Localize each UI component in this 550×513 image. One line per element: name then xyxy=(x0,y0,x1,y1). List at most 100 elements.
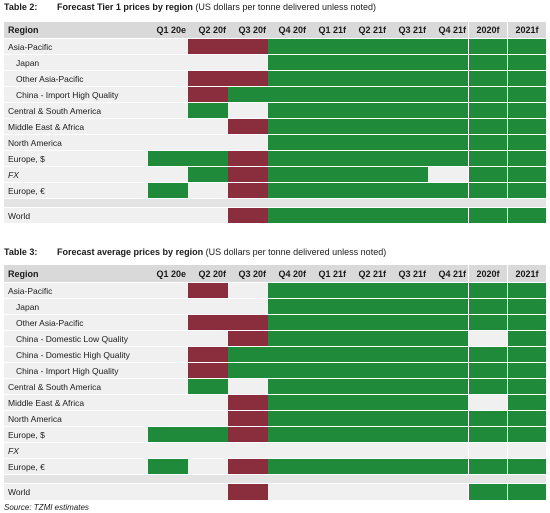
forecast-cell-up xyxy=(428,427,468,442)
column-header: Q1 21f xyxy=(318,25,346,35)
forecast-cell-up xyxy=(348,151,388,166)
forecast-cell-up xyxy=(308,71,348,86)
table-row: North America xyxy=(4,411,546,426)
forecast-cell-up xyxy=(428,103,468,118)
row-spacer xyxy=(4,199,546,207)
row-label: Other Asia-Pacific xyxy=(16,73,84,84)
forecast-cell-blank xyxy=(348,443,388,458)
forecast-cell-up xyxy=(388,71,428,86)
forecast-cell-up xyxy=(388,167,428,182)
forecast-cell-up xyxy=(308,103,348,118)
forecast-cell-up xyxy=(268,315,308,330)
table-title-note: (US dollars per tonne delivered unless n… xyxy=(205,247,387,257)
forecast-cell-up xyxy=(308,119,348,134)
forecast-cell-up xyxy=(468,55,507,70)
forecast-cell-up xyxy=(468,208,507,223)
forecast-cell-up xyxy=(388,347,428,362)
forecast-cell-up xyxy=(348,347,388,362)
forecast-cell-up xyxy=(268,427,308,442)
forecast-cell-blank xyxy=(507,443,546,458)
forecast-cell-blank xyxy=(148,331,188,346)
forecast-cell-up xyxy=(348,135,388,150)
forecast-cell-up xyxy=(348,299,388,314)
forecast-cell-blank xyxy=(348,484,388,500)
forecast-cell-up xyxy=(228,87,268,102)
row-label: China - Import High Quality xyxy=(16,365,119,376)
forecast-cell-blank xyxy=(468,443,507,458)
forecast-cell-up xyxy=(308,315,348,330)
column-header: Q3 20f xyxy=(238,268,266,279)
forecast-cell-up xyxy=(308,347,348,362)
forecast-cell-blank xyxy=(188,484,228,500)
table-row: Central & South America xyxy=(4,103,546,118)
forecast-cell-up xyxy=(348,39,388,54)
forecast-cell-down xyxy=(188,283,228,298)
forecast-cell-up xyxy=(468,103,507,118)
column-header: Q1 21f xyxy=(318,268,346,279)
forecast-cell-up xyxy=(507,411,546,426)
row-label: Europe, € xyxy=(8,461,45,472)
forecast-cell-up xyxy=(348,103,388,118)
forecast-cell-up xyxy=(507,183,546,198)
forecast-cell-blank xyxy=(148,208,188,223)
forecast-cell-up xyxy=(268,379,308,394)
forecast-cell-up xyxy=(228,363,268,378)
forecast-cell-down xyxy=(188,347,228,362)
forecast-cell-down xyxy=(228,315,268,330)
forecast-cell-blank xyxy=(308,443,348,458)
forecast-cell-blank xyxy=(188,443,228,458)
forecast-cell-up xyxy=(348,379,388,394)
forecast-cell-up xyxy=(428,315,468,330)
table-row: Europe, $ xyxy=(4,427,546,442)
column-header: Q4 21f xyxy=(438,25,466,35)
forecast-cell-up xyxy=(507,167,546,182)
forecast-cell-up xyxy=(468,363,507,378)
forecast-cell-down xyxy=(188,39,228,54)
forecast-cell-up xyxy=(308,183,348,198)
forecast-cell-up xyxy=(348,119,388,134)
forecast-cell-up xyxy=(428,39,468,54)
forecast-cell-blank xyxy=(148,443,188,458)
row-label: China - Import High Quality xyxy=(16,89,119,100)
forecast-cell-up xyxy=(388,87,428,102)
row-label: North America xyxy=(8,413,62,424)
row-label: Other Asia-Pacific xyxy=(16,317,84,328)
forecast-cell-up xyxy=(428,347,468,362)
column-header: Q4 21f xyxy=(438,268,466,279)
column-header: Q2 21f xyxy=(358,268,386,279)
forecast-cell-up xyxy=(507,459,546,474)
forecast-cell-up xyxy=(428,331,468,346)
forecast-cell-up xyxy=(428,55,468,70)
column-header: Q4 20f xyxy=(278,25,306,35)
table-row: FX xyxy=(4,167,546,182)
table-title-note: (US dollars per tonne delivered unless n… xyxy=(195,2,377,12)
forecast-cell-up xyxy=(507,283,546,298)
forecast-cell-down xyxy=(228,39,268,54)
forecast-cell-blank xyxy=(428,167,468,182)
forecast-cell-up xyxy=(468,183,507,198)
table-row: Europe, $ xyxy=(4,151,546,166)
row-label: Middle East & Africa xyxy=(8,397,85,408)
table-row: Europe, € xyxy=(4,183,546,198)
forecast-cell-blank xyxy=(148,71,188,86)
forecast-cell-down xyxy=(228,395,268,410)
forecast-cell-blank xyxy=(188,331,228,346)
forecast-cell-up xyxy=(468,299,507,314)
forecast-cell-blank xyxy=(228,379,268,394)
forecast-cell-up xyxy=(268,299,308,314)
table-header-row: Region Q1 20e Q2 20f Q3 20f Q4 20f Q1 21f Q2 2… xyxy=(4,265,546,282)
forecast-cell-blank xyxy=(188,208,228,223)
forecast-cell-blank xyxy=(148,87,188,102)
forecast-cell-up xyxy=(268,87,308,102)
row-label: China - Domestic High Quality xyxy=(16,349,130,360)
forecast-cell-up xyxy=(268,331,308,346)
source-note: Source: TZMI estimates xyxy=(4,503,89,512)
forecast-cell-up xyxy=(428,299,468,314)
forecast-cell-up xyxy=(428,71,468,86)
forecast-cell-down xyxy=(228,427,268,442)
row-label: Europe, $ xyxy=(8,153,45,164)
forecast-cell-up xyxy=(388,135,428,150)
table-row: Middle East & Africa xyxy=(4,119,546,134)
forecast-cell-blank xyxy=(468,331,507,346)
forecast-cell-down xyxy=(228,167,268,182)
